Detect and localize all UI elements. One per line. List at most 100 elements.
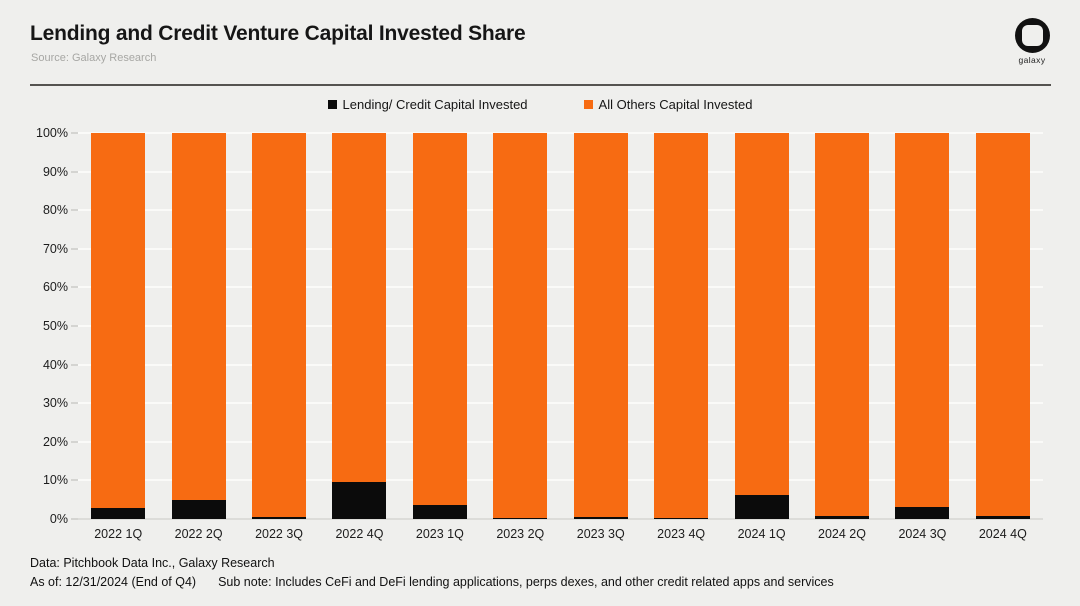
stacked-bar bbox=[493, 133, 548, 519]
segment-all-others bbox=[91, 133, 146, 509]
segment-lending-credit bbox=[412, 505, 467, 519]
bar-group-2023-3Q bbox=[561, 133, 641, 519]
source-label: Source: Galaxy Research bbox=[31, 52, 157, 64]
galaxy-logo-text: galaxy bbox=[1018, 55, 1046, 65]
stacked-bar bbox=[895, 133, 950, 519]
legend-item-0: Lending/ Credit Capital Invested bbox=[327, 97, 528, 112]
x-tick-label: 2024 1Q bbox=[737, 527, 786, 541]
footer-as-of: As of: 12/31/2024 (End of Q4) bbox=[30, 575, 197, 589]
bar-group-2022-1Q bbox=[78, 133, 158, 519]
segment-lending-credit bbox=[252, 517, 307, 519]
y-tick-mark bbox=[71, 402, 78, 405]
y-tick-mark bbox=[71, 132, 78, 134]
x-tick-label: 2022 1Q bbox=[94, 527, 143, 541]
segment-all-others bbox=[493, 133, 548, 518]
segment-all-others bbox=[573, 133, 628, 518]
segment-all-others bbox=[654, 133, 709, 518]
y-tick-label: 20% bbox=[42, 434, 68, 449]
gridline bbox=[78, 132, 1043, 134]
y-tick-label: 60% bbox=[42, 280, 68, 295]
bar-group-2022-2Q bbox=[158, 133, 238, 519]
page-title: Lending and Credit Venture Capital Inves… bbox=[30, 22, 526, 45]
segment-all-others bbox=[734, 133, 789, 496]
segment-all-others bbox=[895, 133, 950, 508]
y-tick-mark bbox=[71, 440, 78, 443]
stacked-bar bbox=[252, 133, 307, 519]
legend-label: Lending/ Credit Capital Invested bbox=[342, 97, 528, 112]
y-tick-mark bbox=[71, 170, 78, 173]
bar-group-2024-4Q bbox=[963, 133, 1043, 519]
segment-all-others bbox=[815, 133, 869, 517]
segment-lending-credit bbox=[493, 517, 548, 519]
segment-lending-credit bbox=[815, 516, 869, 519]
x-tick-label: 2023 4Q bbox=[657, 527, 706, 541]
gridline bbox=[78, 363, 1043, 366]
segment-lending-credit bbox=[332, 482, 387, 519]
stacked-bar bbox=[573, 133, 628, 519]
x-tick-label: 2024 3Q bbox=[898, 527, 947, 541]
bar-group-2024-2Q bbox=[802, 133, 882, 519]
y-tick-mark bbox=[71, 325, 78, 327]
gridline bbox=[78, 518, 1043, 520]
legend-item-1: All Others Capital Invested bbox=[583, 97, 753, 112]
gridline bbox=[78, 286, 1043, 289]
stacked-bar bbox=[815, 133, 869, 519]
gridline bbox=[78, 325, 1043, 327]
stacked-bar bbox=[654, 133, 709, 519]
segment-all-others bbox=[332, 133, 387, 483]
x-tick-label: 2022 4Q bbox=[335, 527, 384, 541]
x-axis-labels: 2022 1Q 2022 2Q 2022 3Q 2022 4Q 2023 1Q 2023 … bbox=[78, 527, 1043, 541]
stacked-bar bbox=[734, 133, 789, 519]
plot-area bbox=[78, 132, 1043, 520]
header-divider bbox=[30, 84, 1051, 86]
x-tick-label: 2023 3Q bbox=[576, 527, 625, 541]
y-tick-mark bbox=[71, 479, 78, 482]
segment-lending-credit bbox=[654, 517, 709, 519]
y-tick-label: 0% bbox=[49, 512, 68, 526]
gridline bbox=[78, 170, 1043, 173]
x-tick-label: 2022 3Q bbox=[255, 527, 304, 541]
segment-lending-credit bbox=[573, 517, 628, 519]
bar-group-2023-1Q bbox=[400, 133, 480, 519]
galaxy-logo-icon bbox=[1014, 18, 1050, 53]
gridline bbox=[78, 209, 1043, 212]
y-tick-label: 90% bbox=[42, 164, 68, 179]
bar-group-2024-3Q bbox=[882, 133, 962, 519]
bar-group-2022-4Q bbox=[319, 133, 399, 519]
stacked-bar bbox=[91, 133, 146, 519]
gridline bbox=[78, 247, 1043, 250]
bar-group-2022-3Q bbox=[239, 133, 319, 519]
segment-lending-credit bbox=[975, 516, 1030, 519]
legend-label: All Others Capital Invested bbox=[598, 97, 753, 112]
galaxy-logo: galaxy bbox=[1012, 18, 1052, 65]
x-tick-label: 2024 4Q bbox=[978, 527, 1027, 541]
segment-lending-credit bbox=[171, 499, 226, 519]
y-tick-label: 50% bbox=[42, 319, 68, 333]
y-tick-label: 30% bbox=[42, 396, 68, 411]
x-tick-label: 2022 2Q bbox=[174, 527, 223, 541]
y-tick-label: 100% bbox=[36, 126, 68, 140]
bar-group-2024-1Q bbox=[721, 133, 801, 519]
stacked-bar bbox=[975, 133, 1030, 519]
y-tick-label: 80% bbox=[42, 203, 68, 218]
bars-container bbox=[78, 133, 1043, 519]
y-tick-label: 10% bbox=[42, 473, 68, 488]
y-tick-mark bbox=[71, 518, 78, 520]
x-tick-label: 2023 2Q bbox=[496, 527, 545, 541]
segment-all-others bbox=[412, 133, 467, 506]
y-tick-label: 40% bbox=[42, 357, 68, 372]
y-tick-mark bbox=[71, 209, 78, 212]
segment-all-others bbox=[171, 133, 226, 500]
bar-group-2023-2Q bbox=[480, 133, 560, 519]
segment-lending-credit bbox=[895, 507, 950, 519]
gridline bbox=[78, 402, 1043, 405]
gridline bbox=[78, 479, 1043, 482]
x-tick-label: 2024 2Q bbox=[818, 527, 866, 541]
gridline bbox=[78, 440, 1043, 443]
y-tick-mark bbox=[71, 286, 78, 289]
bar-group-2023-4Q bbox=[641, 133, 721, 519]
footer-sub-note: Sub note: Includes CeFi and DeFi lending… bbox=[218, 575, 834, 589]
segment-all-others bbox=[975, 133, 1030, 517]
footer-notes: As of: 12/31/2024 (End of Q4) Sub note: … bbox=[30, 575, 834, 589]
